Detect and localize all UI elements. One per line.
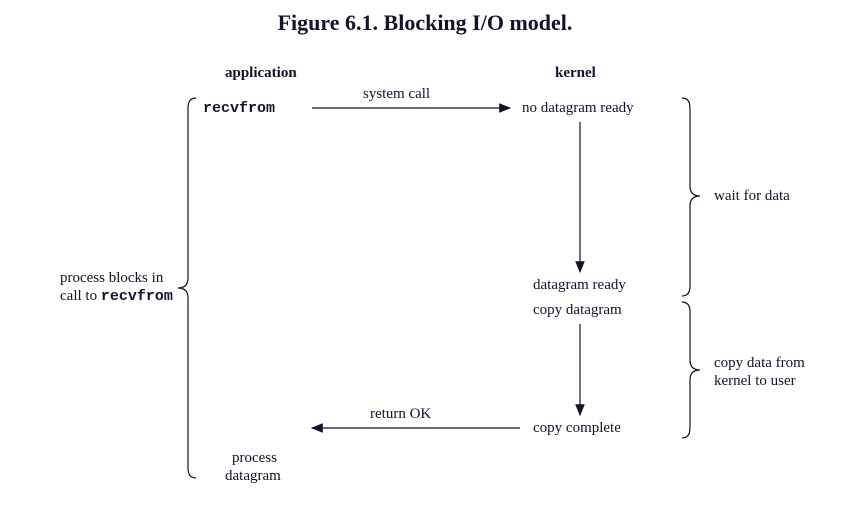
brace-left	[178, 98, 196, 478]
brace-right-copy	[682, 302, 700, 438]
brace-right-wait	[682, 98, 700, 296]
diagram-svg	[0, 0, 850, 518]
